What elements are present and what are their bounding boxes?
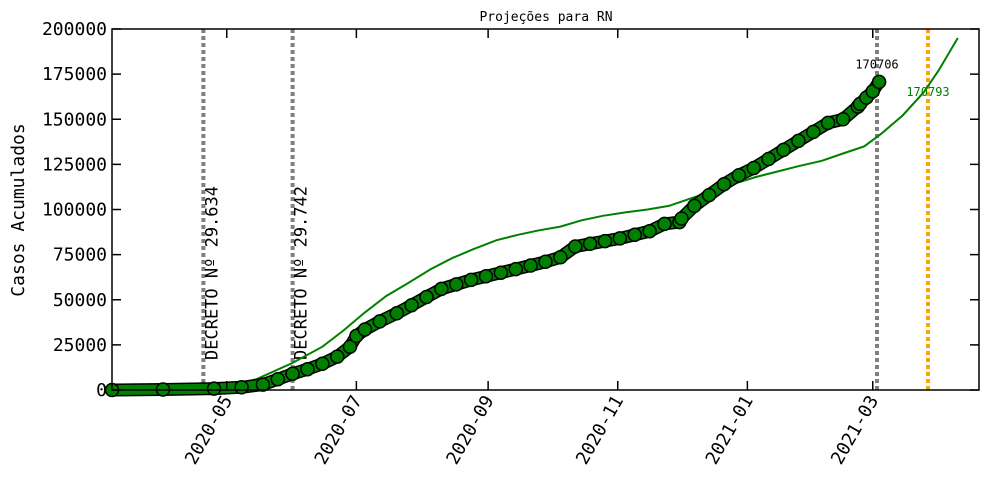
observed-point-42 bbox=[791, 133, 806, 149]
x-tick-label-0: 2020-05 bbox=[181, 392, 237, 468]
x-tick-label-5: 2021-03 bbox=[827, 392, 883, 468]
axes-layer: 0 25000 50000 75000 100000 125000 150000 175000… bbox=[42, 19, 980, 468]
annotations-layer: 170706 170793 bbox=[855, 58, 949, 99]
annotation-0: 170706 bbox=[855, 58, 898, 72]
observed-point-34 bbox=[674, 211, 689, 226]
x-tick-label-1: 2020-07 bbox=[311, 392, 367, 468]
observed-point-6 bbox=[285, 366, 300, 382]
observed-point-21 bbox=[493, 265, 509, 280]
observed-point-24 bbox=[538, 254, 553, 270]
observed-point-44 bbox=[820, 115, 836, 131]
y-tick-label-0: 0 bbox=[96, 380, 107, 401]
observed-point-45 bbox=[835, 112, 851, 127]
observed-point-41 bbox=[776, 142, 791, 158]
observed-point-26 bbox=[568, 239, 583, 254]
observed-point-15 bbox=[404, 297, 419, 313]
observed-point-7 bbox=[300, 361, 315, 377]
series-layer bbox=[104, 37, 959, 398]
observed-point-19 bbox=[463, 272, 479, 288]
y-tick-label-7: 175000 bbox=[42, 64, 107, 85]
observed-point-40 bbox=[761, 151, 776, 167]
vline-label-0: DECRETO Nº 29.634 bbox=[202, 186, 222, 360]
observed-point-32 bbox=[657, 216, 672, 232]
x-tick-label-3: 2020-11 bbox=[572, 392, 628, 468]
annotation-1: 170793 bbox=[906, 85, 949, 99]
observed-point-28 bbox=[597, 233, 613, 249]
observed-point-35 bbox=[687, 198, 702, 214]
y-tick-label-3: 75000 bbox=[53, 245, 107, 266]
x-tick-label-2: 2020-09 bbox=[442, 392, 498, 468]
observed-point-23 bbox=[523, 258, 538, 273]
observed-point-4 bbox=[255, 377, 271, 392]
y-tick-label-2: 50000 bbox=[53, 290, 107, 311]
observed-point-18 bbox=[449, 277, 464, 292]
observed-point-50 bbox=[871, 74, 887, 90]
observed-point-30 bbox=[627, 227, 643, 243]
vertical-lines-layer: DECRETO Nº 29.634 DECRETO Nº 29.742 bbox=[201, 29, 930, 390]
observed-point-9 bbox=[330, 349, 345, 364]
projection-line-1 bbox=[112, 37, 959, 390]
y-tick-label-6: 150000 bbox=[42, 109, 107, 130]
observed-point-43 bbox=[806, 124, 821, 140]
y-axis-label: Casos Acumulados bbox=[8, 123, 29, 296]
observed-point-3 bbox=[234, 380, 249, 395]
plot-frame bbox=[111, 28, 980, 391]
observed-point-22 bbox=[508, 261, 524, 277]
y-tick-label-8: 200000 bbox=[42, 19, 107, 40]
observed-point-31 bbox=[642, 223, 657, 239]
observed-point-14 bbox=[389, 306, 405, 321]
chart-title: Projeções para RN bbox=[479, 10, 612, 25]
observed-point-37 bbox=[716, 176, 732, 192]
observed-point-38 bbox=[731, 167, 747, 183]
observed-point-10 bbox=[342, 339, 358, 354]
observed-point-13 bbox=[372, 314, 388, 329]
y-tick-label-1: 25000 bbox=[53, 335, 107, 356]
observed-point-17 bbox=[434, 281, 449, 297]
vline-label-1: DECRETO Nº 29.742 bbox=[292, 186, 312, 360]
observed-point-29 bbox=[612, 231, 628, 246]
observed-point-25 bbox=[553, 250, 568, 265]
y-tick-label-5: 125000 bbox=[42, 154, 107, 175]
observed-point-27 bbox=[582, 236, 598, 252]
observed-outline-0-0 bbox=[105, 75, 886, 397]
observed-point-16 bbox=[419, 289, 434, 305]
observed-point-2 bbox=[206, 381, 222, 396]
observed-point-36 bbox=[701, 187, 717, 203]
observed-point-8 bbox=[315, 356, 330, 372]
observed-line-0-0 bbox=[107, 76, 885, 395]
observed-point-5 bbox=[270, 371, 286, 387]
y-tick-label-4: 100000 bbox=[42, 200, 107, 221]
observed-point-20 bbox=[478, 269, 494, 284]
observed-point-12 bbox=[357, 322, 373, 337]
x-tick-label-4: 2021-01 bbox=[702, 392, 758, 468]
observed-point-39 bbox=[746, 160, 762, 176]
